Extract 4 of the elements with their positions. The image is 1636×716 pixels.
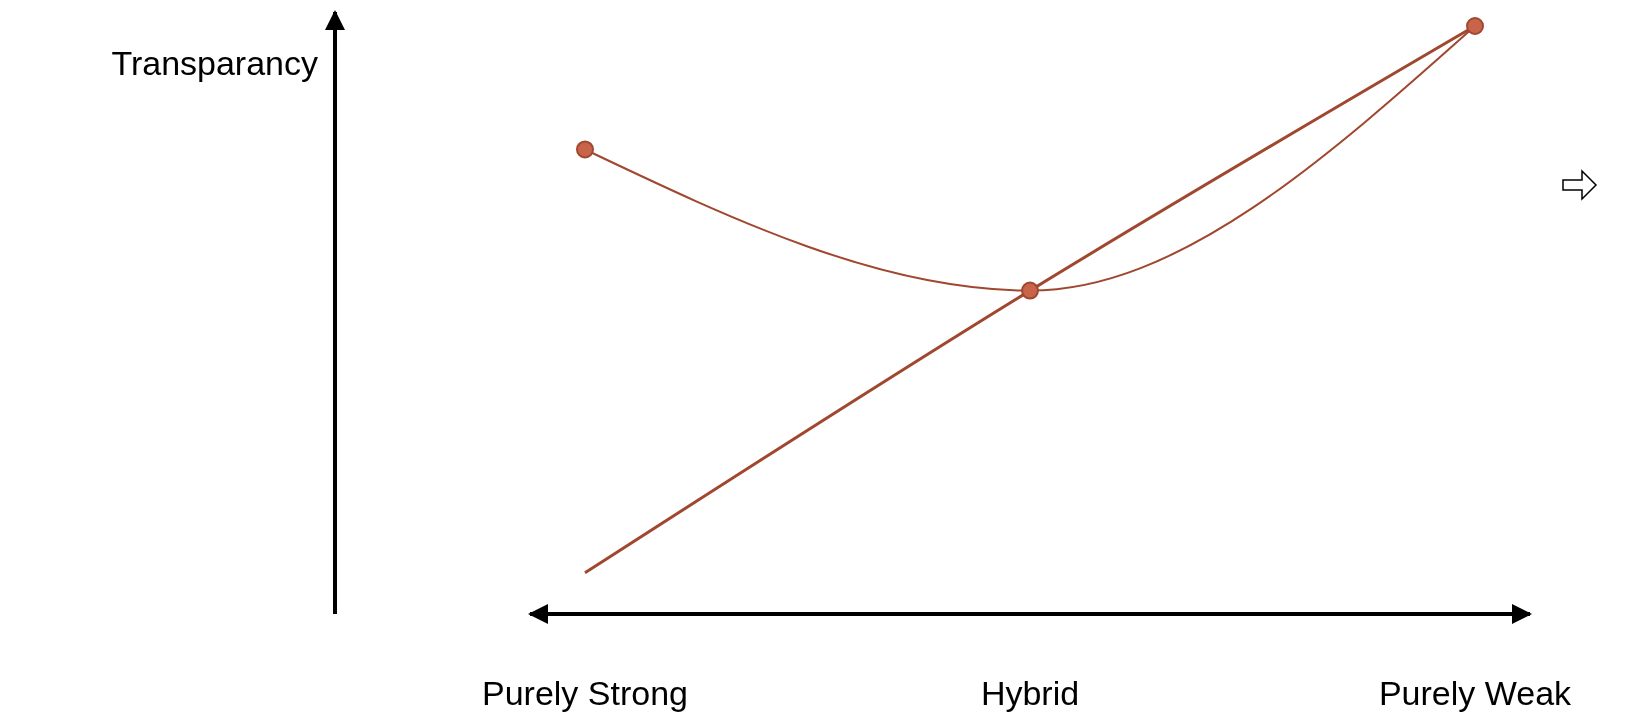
x-tick-label: Hybrid [980,674,1080,712]
x-tick-label: Purely Weak [1378,674,1573,712]
y-axis-title: Transparancy [111,44,318,82]
x-tick-label: Purely Strong [482,674,688,712]
